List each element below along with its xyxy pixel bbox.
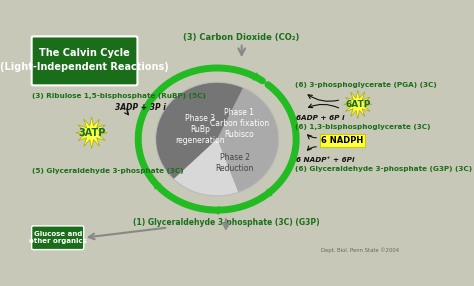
Text: 6 NADP⁺ + 6Pi: 6 NADP⁺ + 6Pi — [296, 156, 355, 162]
Text: 3ATP: 3ATP — [78, 128, 105, 138]
Polygon shape — [76, 117, 108, 148]
Polygon shape — [344, 90, 372, 118]
Text: 6ATP: 6ATP — [345, 100, 370, 109]
Text: (1) Glyceraldehyde 3-phosphate (3C) (G3P): (1) Glyceraldehyde 3-phosphate (3C) (G3P… — [133, 218, 319, 227]
Polygon shape — [155, 82, 243, 179]
Polygon shape — [217, 88, 279, 192]
Text: The Calvin Cycle
(Light-Independent Reactions): The Calvin Cycle (Light-Independent Reac… — [0, 48, 169, 72]
Text: (3) Ribulose 1,5-bisphosphate (RuBP) (5C): (3) Ribulose 1,5-bisphosphate (RuBP) (5C… — [32, 93, 206, 99]
FancyBboxPatch shape — [320, 134, 365, 147]
FancyBboxPatch shape — [32, 226, 84, 250]
Text: Glucose and
other organics: Glucose and other organics — [29, 231, 87, 245]
Text: Phase 3
RuBp
regeneration: Phase 3 RuBp regeneration — [175, 114, 225, 145]
Text: Dept. Biol. Penn State ©2004: Dept. Biol. Penn State ©2004 — [321, 247, 400, 253]
Text: (3) Carbon Dioxide (CO₂): (3) Carbon Dioxide (CO₂) — [183, 33, 300, 42]
FancyBboxPatch shape — [32, 36, 137, 85]
Text: 6 NADPH: 6 NADPH — [321, 136, 363, 145]
Text: (6) 3-phosphoglycerate (PGA) (3C): (6) 3-phosphoglycerate (PGA) (3C) — [295, 82, 437, 88]
Text: Phase 2
Reduction: Phase 2 Reduction — [215, 153, 254, 173]
Text: (6) 1,3-bisphosphoglycerate (3C): (6) 1,3-bisphosphoglycerate (3C) — [295, 124, 431, 130]
Text: Phase 1
Carbon fixation
Rubisco: Phase 1 Carbon fixation Rubisco — [210, 108, 269, 139]
Text: (5) Glyceraldehyde 3-phosphate (3C): (5) Glyceraldehyde 3-phosphate (3C) — [32, 168, 183, 174]
Text: (6) Glyceraldehyde 3-phosphate (G3P) (3C): (6) Glyceraldehyde 3-phosphate (G3P) (3C… — [295, 166, 473, 172]
Text: 3ADP + 3P i: 3ADP + 3P i — [115, 103, 166, 112]
Polygon shape — [173, 139, 238, 196]
Text: 6ADP + 6P i: 6ADP + 6P i — [296, 115, 345, 121]
